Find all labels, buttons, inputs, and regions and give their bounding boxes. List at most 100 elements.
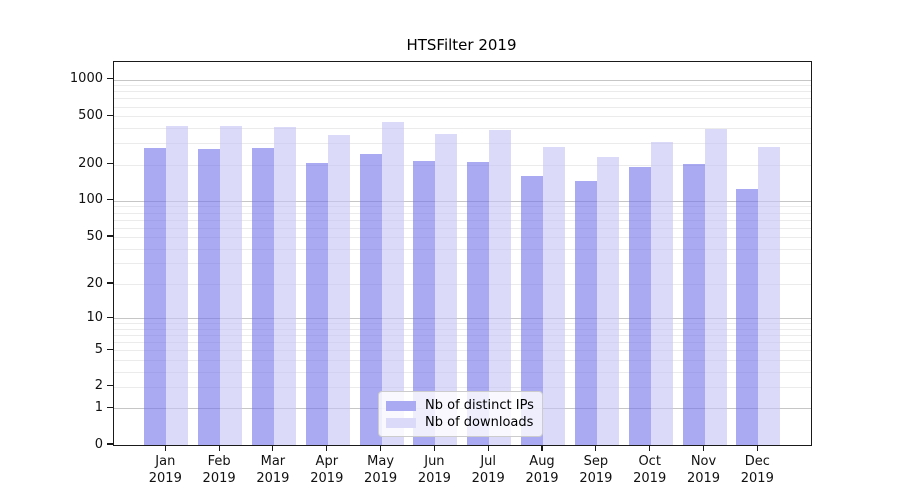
x-tick-year: 2019 [525, 471, 559, 486]
legend: Nb of distinct IPs Nb of downloads [378, 391, 543, 437]
x-tick-jun [433, 445, 435, 451]
y-tick-5 [107, 348, 113, 350]
y-tick-label-200: 200 [78, 156, 103, 171]
bar-downloads-may [381, 121, 404, 445]
gridline-300 [114, 143, 811, 145]
x-tick-month: Nov [690, 454, 717, 469]
gridline-200 [114, 164, 811, 166]
legend-entry-ips: Nb of distinct IPs [386, 397, 534, 414]
x-tick-label-oct: Oct 2019 [622, 453, 678, 487]
bar-downloads-feb [220, 126, 243, 445]
chart-title: HTSFilter 2019 [406, 36, 517, 54]
y-tick-2 [107, 385, 113, 387]
x-tick-month: Feb [207, 454, 231, 469]
gridline-30 [114, 263, 811, 265]
y-tick-label-1: 1 [94, 399, 103, 415]
bar-downloads-aug [543, 146, 565, 445]
bar-downloads-jun [435, 133, 458, 445]
y-tick-label-2: 2 [94, 378, 103, 394]
x-tick-year: 2019 [256, 471, 290, 486]
bar-ips-may [359, 153, 382, 445]
x-tick-feb [218, 445, 220, 451]
bar-ips-aug [521, 176, 543, 445]
y-tick-label-0: 0 [94, 436, 103, 452]
bar-downloads-dec [758, 146, 781, 445]
y-tick-label-50: 50 [86, 228, 103, 244]
gridline-500 [114, 116, 811, 118]
gridline-90 [114, 206, 811, 208]
x-tick-month: Mar [260, 454, 286, 469]
y-tick-20 [107, 282, 113, 284]
x-tick-dec [756, 445, 758, 451]
bar-downloads-mar [273, 126, 296, 445]
gridline-900 [114, 85, 811, 87]
gridline-40 [114, 248, 811, 250]
x-tick-month: Apr [315, 454, 339, 469]
x-tick-sep [595, 445, 597, 451]
y-tick-label-100: 100 [78, 192, 103, 208]
x-tick-may [380, 445, 382, 451]
x-tick-nov [702, 445, 705, 451]
x-tick-label-sep: Sep 2019 [568, 453, 624, 487]
bar-downloads-nov [704, 129, 727, 445]
x-tick-year: 2019 [740, 471, 774, 486]
x-tick-year: 2019 [310, 471, 344, 486]
x-tick-mar [272, 445, 274, 451]
y-tick-label-10: 10 [86, 309, 103, 325]
x-tick-month: Jun [424, 454, 445, 469]
bar-ips-apr [305, 163, 328, 445]
bar-ips-feb [198, 148, 221, 445]
plot-area [113, 61, 812, 446]
y-tick-10 [107, 316, 113, 318]
gridline-9 [114, 323, 811, 325]
x-tick-label-jun: Jun 2019 [406, 453, 462, 487]
bar-ips-oct [628, 167, 651, 445]
gridline-8 [114, 328, 811, 330]
bar-ips-jun [413, 161, 436, 445]
x-tick-label-dec: Dec 2019 [729, 453, 785, 487]
gridline-80 [114, 212, 811, 214]
gridline-4 [114, 359, 811, 361]
gridline-10 [114, 318, 811, 320]
x-tick-month: Jan [155, 454, 176, 469]
bar-ips-jul [467, 161, 490, 445]
x-tick-label-apr: Apr 2019 [299, 453, 355, 487]
x-tick-jul [487, 445, 489, 451]
y-tick-0 [107, 443, 113, 445]
gridline-20 [114, 284, 811, 285]
gridline-50 [114, 237, 811, 238]
bar-downloads-apr [327, 135, 350, 445]
legend-swatch-icon [386, 417, 416, 428]
x-tick-month: Aug [529, 454, 555, 469]
x-tick-label-mar: Mar 2019 [245, 453, 301, 487]
x-tick-month: Jul [480, 454, 497, 469]
gridline-600 [114, 106, 811, 108]
x-tick-year: 2019 [471, 471, 505, 486]
y-tick-500 [107, 114, 113, 116]
gridline-5 [114, 350, 811, 352]
x-tick-label-aug: Aug 2019 [514, 453, 570, 487]
x-tick-oct [649, 445, 651, 451]
x-tick-label-feb: Feb 2019 [191, 453, 247, 487]
legend-label: Nb of distinct IPs [425, 398, 534, 413]
bar-downloads-jan [166, 126, 189, 445]
bar-ips-sep [574, 181, 597, 445]
y-tick-1000 [107, 77, 113, 80]
x-tick-jan [164, 445, 166, 451]
x-tick-label-may: May 2019 [353, 453, 409, 487]
bar-downloads-sep [596, 157, 619, 445]
x-tick-year: 2019 [579, 471, 613, 486]
y-tick-200 [107, 162, 113, 165]
bar-ips-mar [251, 147, 274, 445]
x-tick-month: Oct [638, 454, 661, 469]
x-tick-label-jan: Jan 2019 [137, 453, 193, 487]
y-tick-label-500: 500 [78, 107, 103, 123]
gridline-800 [114, 91, 811, 93]
x-tick-year: 2019 [364, 471, 398, 486]
bar-downloads-jul [489, 130, 512, 445]
x-tick-year: 2019 [417, 471, 451, 486]
gridline-100 [114, 200, 811, 202]
legend-label: Nb of downloads [425, 415, 534, 430]
gridline-7 [114, 335, 811, 336]
